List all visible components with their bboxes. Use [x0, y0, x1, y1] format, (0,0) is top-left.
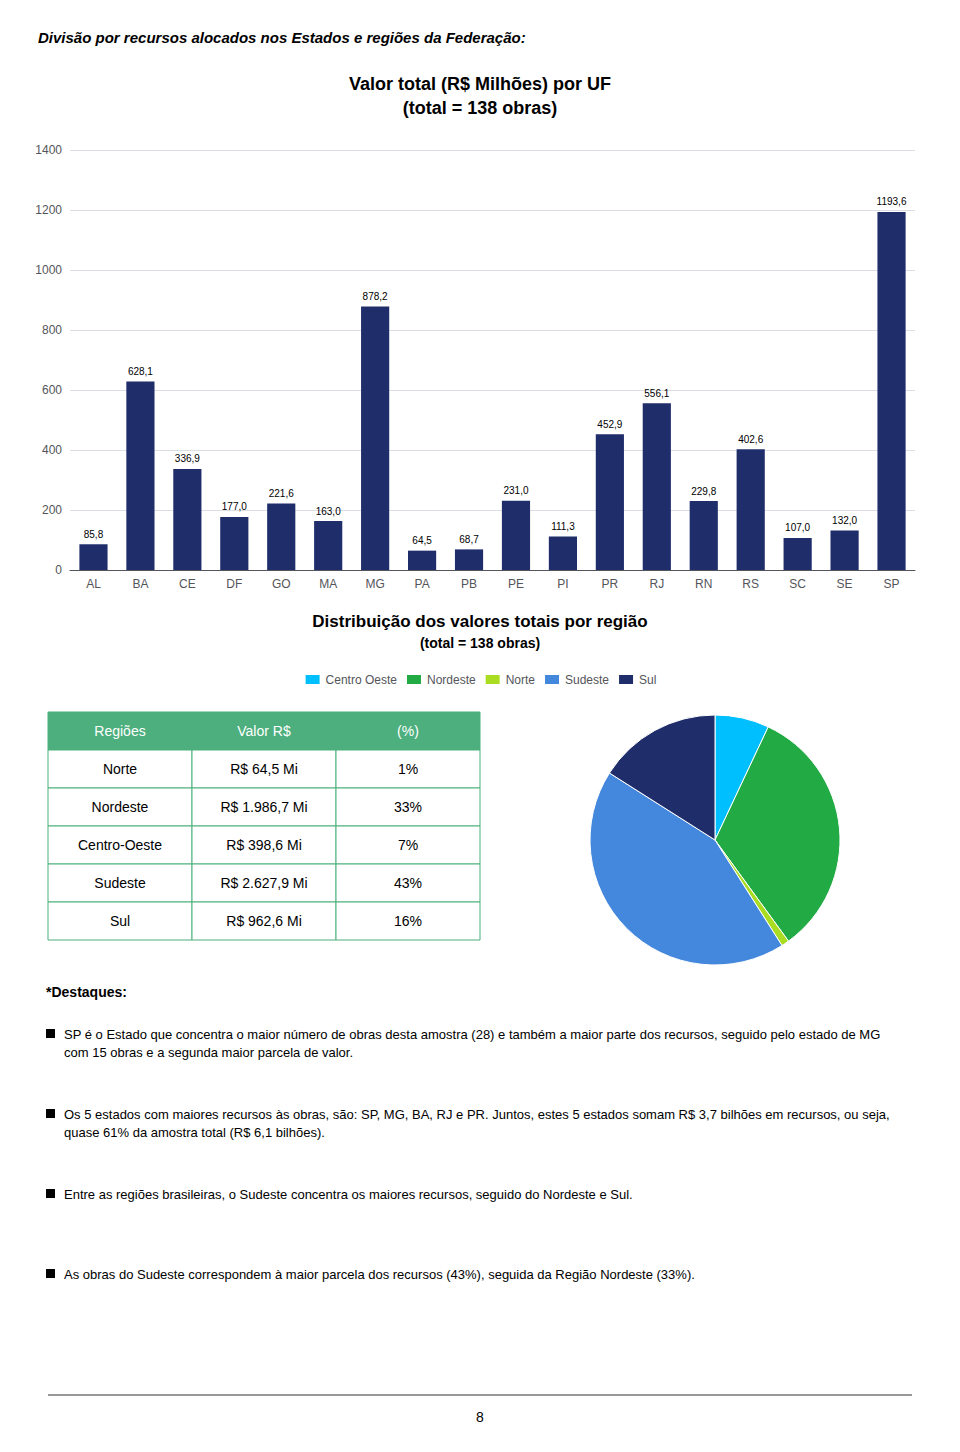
- svg-text:452,9: 452,9: [597, 419, 622, 430]
- svg-text:Sul: Sul: [110, 913, 130, 929]
- svg-text:7%: 7%: [398, 837, 418, 853]
- svg-text:MA: MA: [319, 577, 337, 591]
- svg-text:Valor R$: Valor R$: [237, 723, 291, 739]
- svg-text:(%): (%): [397, 723, 419, 739]
- svg-text:400: 400: [42, 443, 62, 457]
- svg-text:1400: 1400: [35, 143, 62, 157]
- svg-text:PI: PI: [557, 577, 568, 591]
- svg-text:107,0: 107,0: [785, 522, 810, 533]
- svg-text:16%: 16%: [394, 913, 422, 929]
- svg-text:163,0: 163,0: [316, 506, 341, 517]
- svg-text:132,0: 132,0: [832, 515, 857, 526]
- svg-text:RS: RS: [742, 577, 759, 591]
- svg-text:336,9: 336,9: [175, 453, 200, 464]
- svg-text:68,7: 68,7: [459, 534, 479, 545]
- svg-text:231,0: 231,0: [503, 485, 528, 496]
- svg-text:0: 0: [55, 563, 62, 577]
- svg-text:SP: SP: [884, 577, 900, 591]
- svg-text:200: 200: [42, 503, 62, 517]
- svg-text:33%: 33%: [394, 799, 422, 815]
- svg-text:111,3: 111,3: [551, 521, 575, 532]
- svg-text:quase 61% da amostra total (R$: quase 61% da amostra total (R$ 6,1 bilhõ…: [64, 1125, 325, 1140]
- svg-text:600: 600: [42, 383, 62, 397]
- svg-text:Sudeste: Sudeste: [565, 673, 609, 687]
- svg-text:Norte: Norte: [103, 761, 137, 777]
- svg-text:SE: SE: [837, 577, 853, 591]
- svg-text:628,1: 628,1: [128, 366, 153, 377]
- svg-text:GO: GO: [272, 577, 291, 591]
- svg-text:Sudeste: Sudeste: [94, 875, 146, 891]
- svg-text:DF: DF: [226, 577, 242, 591]
- svg-text:(total = 138 obras): (total = 138 obras): [403, 98, 558, 118]
- svg-text:SP é o Estado que concentra o: SP é o Estado que concentra o maior núme…: [64, 1027, 884, 1042]
- svg-text:(total = 138 obras): (total = 138 obras): [420, 635, 540, 651]
- svg-text:Divisão por recursos alocados: Divisão por recursos alocados nos Estado…: [38, 29, 526, 46]
- svg-text:R$ 1.986,7 Mi: R$ 1.986,7 Mi: [220, 799, 307, 815]
- svg-text:*Destaques:: *Destaques:: [46, 984, 127, 1000]
- svg-text:Centro-Oeste: Centro-Oeste: [78, 837, 162, 853]
- svg-text:RJ: RJ: [649, 577, 664, 591]
- svg-text:221,6: 221,6: [269, 488, 294, 499]
- svg-text:1000: 1000: [35, 263, 62, 277]
- svg-text:CE: CE: [179, 577, 196, 591]
- svg-text:Sul: Sul: [639, 673, 656, 687]
- svg-text:com 15 obras e a segunda maior: com 15 obras e a segunda maior parcela d…: [64, 1045, 353, 1060]
- svg-text:PA: PA: [415, 577, 430, 591]
- svg-text:R$ 962,6 Mi: R$ 962,6 Mi: [226, 913, 301, 929]
- svg-text:AL: AL: [86, 577, 101, 591]
- svg-text:556,1: 556,1: [644, 388, 669, 399]
- svg-text:R$ 398,6 Mi: R$ 398,6 Mi: [226, 837, 301, 853]
- svg-text:Nordeste: Nordeste: [92, 799, 149, 815]
- svg-text:As obras do Sudeste correspond: As obras do Sudeste correspondem à maior…: [64, 1267, 695, 1282]
- svg-text:SC: SC: [789, 577, 806, 591]
- svg-text:MG: MG: [365, 577, 384, 591]
- svg-text:402,6: 402,6: [738, 434, 763, 445]
- svg-text:R$ 2.627,9 Mi: R$ 2.627,9 Mi: [220, 875, 307, 891]
- svg-text:Valor total (R$ Milhões) por U: Valor total (R$ Milhões) por UF: [349, 74, 611, 94]
- svg-text:PE: PE: [508, 577, 524, 591]
- svg-text:PB: PB: [461, 577, 477, 591]
- svg-text:R$ 64,5 Mi: R$ 64,5 Mi: [230, 761, 298, 777]
- svg-text:Norte: Norte: [506, 673, 536, 687]
- svg-text:BA: BA: [132, 577, 148, 591]
- svg-text:177,0: 177,0: [222, 501, 247, 512]
- svg-text:Distribuição dos valores totai: Distribuição dos valores totais por regi…: [312, 612, 647, 631]
- svg-text:1193,6: 1193,6: [877, 196, 907, 207]
- svg-text:Nordeste: Nordeste: [427, 673, 476, 687]
- svg-text:878,2: 878,2: [363, 291, 388, 302]
- svg-text:Entre as regiões brasileiras,: Entre as regiões brasileiras, o Sudeste …: [64, 1187, 633, 1202]
- svg-text:Centro Oeste: Centro Oeste: [326, 673, 398, 687]
- svg-text:800: 800: [42, 323, 62, 337]
- svg-text:PR: PR: [602, 577, 619, 591]
- svg-text:43%: 43%: [394, 875, 422, 891]
- svg-text:1200: 1200: [35, 203, 62, 217]
- svg-text:RN: RN: [695, 577, 712, 591]
- svg-text:Os 5 estados com maiores recur: Os 5 estados com maiores recursos às obr…: [64, 1107, 893, 1122]
- svg-text:Regiões: Regiões: [94, 723, 145, 739]
- svg-text:8: 8: [476, 1409, 484, 1425]
- svg-text:229,8: 229,8: [691, 486, 716, 497]
- svg-text:64,5: 64,5: [412, 535, 432, 546]
- svg-text:85,8: 85,8: [84, 529, 104, 540]
- svg-text:1%: 1%: [398, 761, 418, 777]
